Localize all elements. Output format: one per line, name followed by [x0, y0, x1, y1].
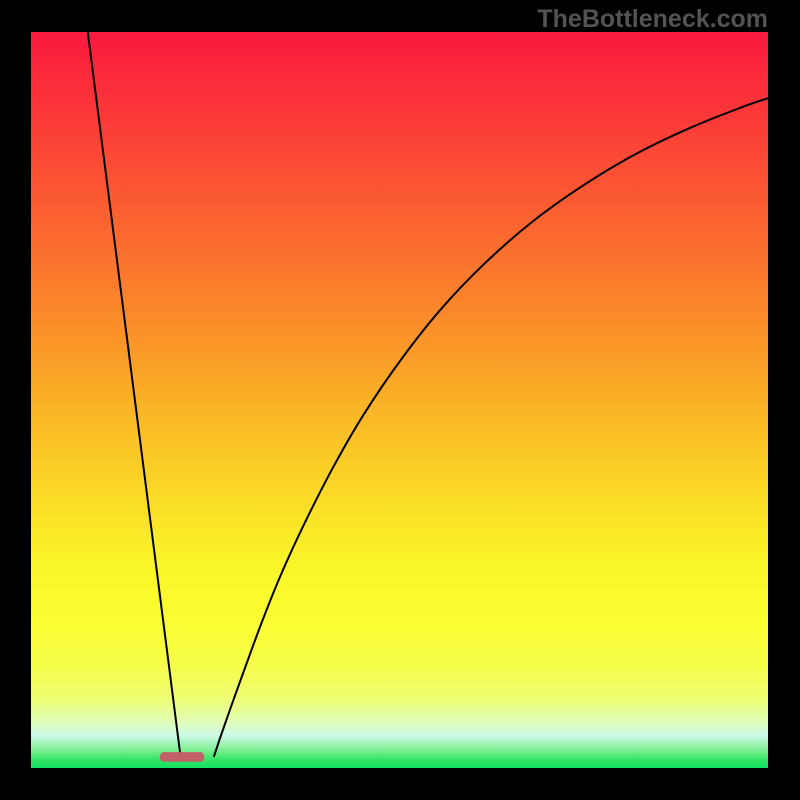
plot-area: [31, 32, 768, 768]
curve-right-branch: [214, 98, 768, 757]
curve-left-branch: [88, 32, 181, 757]
curve-layer: [31, 32, 768, 768]
chart-container: TheBottleneck.com: [0, 0, 800, 800]
watermark-text: TheBottleneck.com: [537, 5, 768, 34]
bottom-marker: [160, 752, 204, 762]
